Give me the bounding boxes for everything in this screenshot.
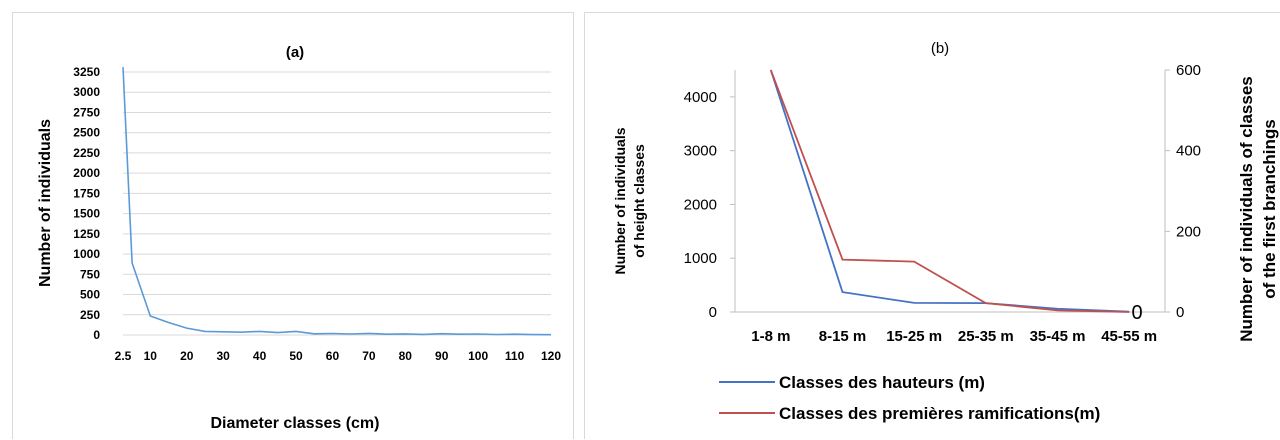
chart-b-legend-label: Classes des hauteurs (m): [779, 373, 985, 392]
chart-b-series-line: [769, 69, 1130, 313]
chart-a-x-tick-label: 2.5: [115, 349, 132, 363]
chart-a-x-tick-label: 70: [362, 349, 376, 363]
chart-a-x-tick-label: 10: [144, 349, 158, 363]
chart-b-category-label: 8-15 m: [819, 328, 867, 345]
chart-a-y-tick-label: 1000: [73, 247, 100, 261]
chart-b-right-tick-label: 0: [1176, 304, 1184, 321]
chart-b-category-label: 35-45 m: [1030, 328, 1086, 345]
chart-a-x-tick-label: 30: [216, 349, 230, 363]
chart-a: (a) 0 250 500 750 1000 1250 1500 1750 2000 2250 250…: [37, 44, 561, 432]
chart-b-series-line: [769, 69, 1130, 313]
chart-a-y-tick-label: 1250: [73, 227, 100, 241]
chart-b-left-tick-label: 3000: [684, 143, 717, 160]
chart-a-y-tick-label: 750: [80, 267, 100, 281]
chart-a-x-tick-label: 50: [289, 349, 303, 363]
chart-b-category-label: 25-35 m: [958, 328, 1014, 345]
chart-b-right-tick-label: 400: [1176, 143, 1201, 160]
chart-a-x-tick-label: 120: [541, 349, 561, 363]
chart-b-right-tick-label: 600: [1176, 62, 1201, 79]
chart-b-left-tick-label: 2000: [684, 196, 717, 213]
chart-b-left-axis-label: Number of individuals: [612, 127, 628, 274]
chart-b-category-label: 1-8 m: [751, 328, 790, 345]
chart-a-y-tick-label: 1500: [73, 207, 100, 221]
chart-a-x-axis-label: Diameter classes (cm): [211, 415, 380, 432]
chart-a-y-axis-label: Number of individuals: [37, 119, 54, 287]
chart-a-y-tick-label: 1750: [73, 186, 100, 200]
chart-a-y-tick-label: 250: [80, 308, 100, 322]
chart-a-x-tick-label: 80: [399, 349, 413, 363]
chart-b-title: (b): [931, 40, 949, 57]
chart-a-y-tick-label: 2750: [73, 105, 100, 119]
chart-a-title: (a): [286, 44, 304, 61]
chart-b-legend-label: Classes des premières ramifications(m): [779, 404, 1100, 423]
chart-panel-b: (b) 0 1000 2000 3000 4000 0 200 400 600 0 1-8 m 8-15…: [584, 12, 1280, 439]
chart-a-x-tick-label: 100: [468, 349, 488, 363]
chart-a-x-tick-label: 60: [326, 349, 340, 363]
chart-a-y-tick-label: 0: [93, 328, 100, 342]
chart-b-category-label: 45-55 m: [1101, 328, 1157, 345]
chart-b-left-tick-label: 1000: [684, 250, 717, 267]
chart-a-x-tick-label: 110: [505, 349, 525, 363]
chart-b-right-axis-label: of the first branchings: [1260, 119, 1279, 298]
chart-b-right-zero-marker: 0: [1131, 302, 1142, 324]
chart-b-left-tick-label: 4000: [684, 89, 717, 106]
chart-a-y-tick-label: 3250: [73, 65, 100, 79]
chart-b-right-axis-label: Number of individuals of classes: [1237, 76, 1256, 341]
chart-b-right-tick-label: 200: [1176, 223, 1201, 240]
chart-b: (b) 0 1000 2000 3000 4000 0 200 400 600 0 1-8 m 8-15…: [612, 40, 1279, 423]
chart-a-series-line: [122, 67, 552, 336]
chart-a-y-tick-label: 2250: [73, 146, 100, 160]
chart-a-y-tick-label: 2500: [73, 126, 100, 140]
chart-b-category-label: 15-25 m: [886, 328, 942, 345]
chart-a-y-tick-label: 2000: [73, 166, 100, 180]
chart-a-x-tick-label: 90: [435, 349, 449, 363]
chart-a-y-tick-label: 3000: [73, 85, 100, 99]
chart-panel-a: (a) 0 250 500 750 1000 1250 1500 1750 2000 2250 250…: [12, 12, 574, 439]
chart-b-left-tick-label: 0: [709, 304, 717, 321]
chart-a-x-tick-label: 20: [180, 349, 194, 363]
chart-b-left-axis-label: of height classes: [631, 144, 647, 258]
chart-a-x-tick-label: 40: [253, 349, 267, 363]
chart-a-y-tick-label: 500: [80, 288, 100, 302]
